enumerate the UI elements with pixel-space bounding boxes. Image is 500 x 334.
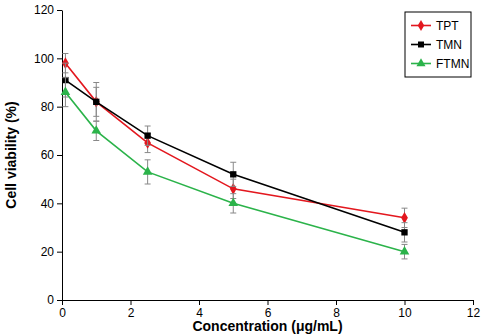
tick: 12: [467, 300, 481, 320]
error-cap: [93, 121, 99, 122]
tick-label: 0: [47, 293, 54, 307]
legend-entry: TPT: [411, 19, 459, 33]
tick: 20: [41, 245, 62, 259]
tick: 100: [34, 52, 62, 66]
marker: [93, 99, 99, 105]
tick-label: 80: [41, 100, 55, 114]
series-layer: [61, 54, 410, 259]
error-cap: [145, 152, 151, 153]
legend-marker: [418, 20, 424, 31]
legend-label: TMN: [436, 38, 462, 52]
tick-mark: [336, 300, 337, 305]
y-axis: 0 20 40 60 80 100 120: [34, 3, 63, 307]
tick: 0: [47, 293, 62, 307]
error-cap: [230, 213, 236, 214]
legend-entry: TMN: [411, 38, 462, 52]
tick: 4: [196, 300, 203, 320]
tick-mark: [268, 300, 269, 305]
tick-mark: [57, 10, 62, 11]
tick-label: 20: [41, 245, 55, 259]
series: [61, 78, 410, 259]
legend-entry: FTMN: [411, 57, 469, 71]
error-cap: [62, 63, 68, 64]
tick-mark: [57, 155, 62, 156]
error-cap: [93, 140, 99, 141]
tick-label: 120: [34, 3, 54, 17]
tick: 0: [59, 300, 66, 320]
tick-label: 0: [59, 306, 66, 320]
error-cap: [402, 208, 408, 209]
legend-marker: [416, 58, 425, 66]
tick: 40: [41, 197, 62, 211]
series: [62, 54, 408, 228]
error-cap: [62, 53, 68, 54]
tick-mark: [405, 300, 406, 305]
line: [65, 92, 404, 252]
marker: [400, 246, 410, 254]
tick-label: 40: [41, 197, 55, 211]
tick-mark: [57, 58, 62, 59]
tick-label: 2: [128, 306, 135, 320]
marker: [228, 198, 238, 206]
tick-mark: [199, 300, 200, 305]
tick-mark: [57, 252, 62, 253]
tick: 120: [34, 3, 62, 17]
error-cap: [93, 82, 99, 83]
error-cap: [402, 258, 408, 259]
line: [65, 63, 404, 218]
tick-mark: [57, 107, 62, 108]
tick: 10: [398, 300, 412, 320]
tick-label: 12: [467, 306, 481, 320]
line: [65, 80, 404, 232]
tick-mark: [57, 300, 62, 301]
error-cap: [402, 244, 408, 245]
tick-mark: [62, 300, 63, 305]
tick: 2: [128, 300, 135, 320]
legend: TPT TMN FTMN: [405, 12, 471, 77]
marker: [230, 171, 236, 177]
tick: 80: [41, 100, 62, 114]
error-cap: [145, 145, 151, 146]
error-cap: [62, 77, 68, 78]
legend-label: FTMN: [436, 57, 469, 71]
tick-mark: [131, 300, 132, 305]
error-cap: [145, 184, 151, 185]
error-cap: [402, 222, 408, 223]
tick: 8: [333, 300, 340, 320]
chart: 024681012020406080100120TPTTMNFTMNConcen…: [0, 0, 500, 334]
error-cap: [230, 186, 236, 187]
tick-mark: [473, 300, 474, 305]
error-cap: [230, 193, 236, 194]
x-axis-title: Concentration (μg/mL): [192, 318, 342, 334]
tick: 6: [265, 300, 272, 320]
tick: 60: [41, 148, 62, 162]
error-cap: [145, 159, 151, 160]
marker: [61, 87, 71, 95]
marker: [143, 166, 153, 174]
error-cap: [230, 162, 236, 163]
legend-marker: [418, 42, 424, 48]
error-cap: [62, 106, 68, 107]
error-cap: [145, 126, 151, 127]
error-cap: [93, 121, 99, 122]
marker: [401, 229, 407, 235]
marker: [91, 125, 101, 133]
y-axis-title: Cell viability (%): [3, 101, 19, 208]
tick-label: 60: [41, 148, 55, 162]
marker: [144, 133, 150, 139]
tick-label: 10: [398, 306, 412, 320]
marker: [401, 212, 408, 224]
series: [62, 63, 407, 242]
error-cap: [402, 242, 408, 243]
tick-label: 100: [34, 52, 54, 66]
tick-mark: [57, 203, 62, 204]
legend-box: [405, 12, 471, 77]
x-axis: 0 2 4 6 8 10 12: [59, 300, 480, 320]
legend-label: TPT: [436, 19, 459, 33]
plot: 024681012020406080100120TPTTMNFTMN: [34, 3, 481, 319]
